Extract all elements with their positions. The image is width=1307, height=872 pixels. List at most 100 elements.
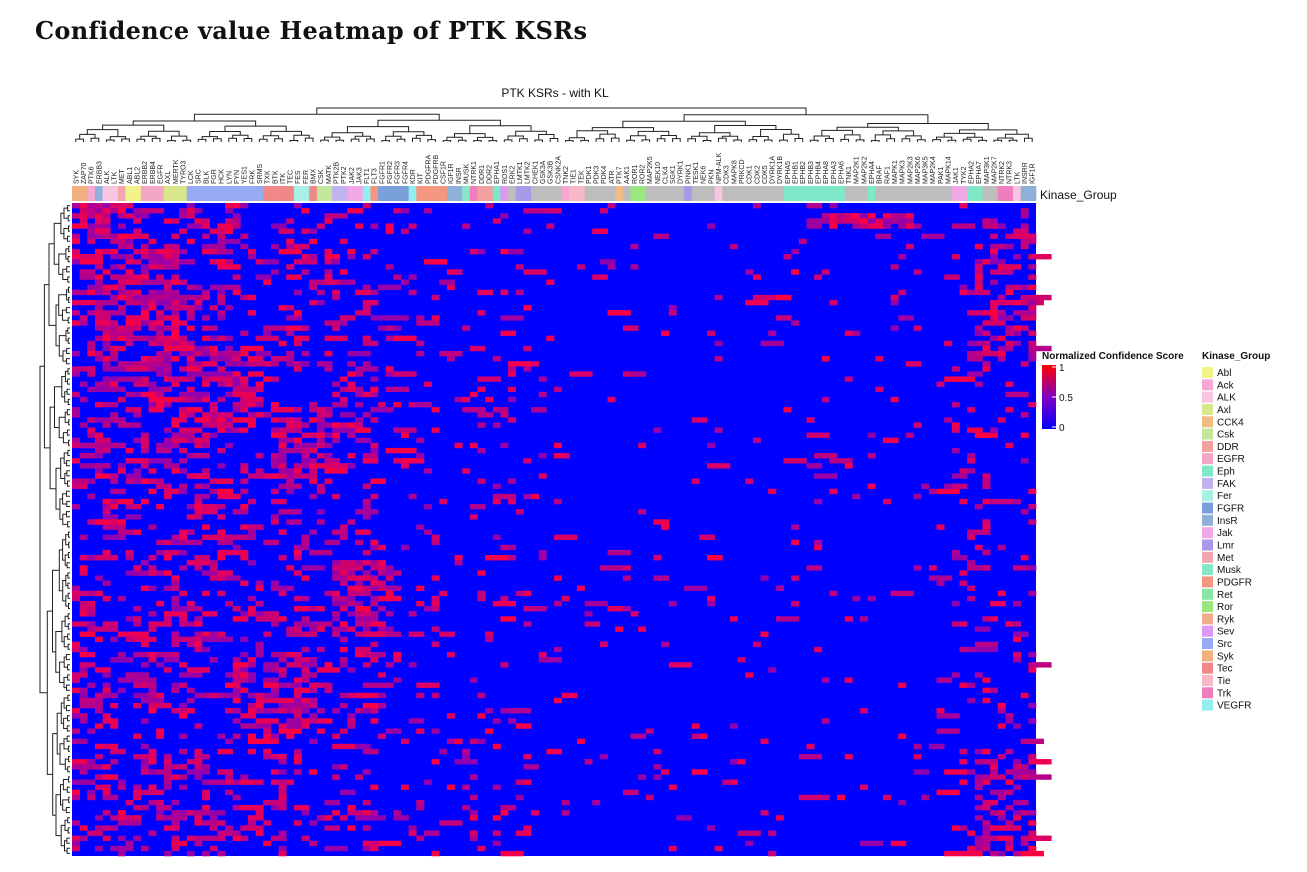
dendrogram-branch <box>66 358 70 365</box>
heatmap-cell <box>179 672 203 678</box>
heatmap-cell <box>270 488 279 495</box>
annotation-cell <box>844 186 853 201</box>
annotation-cell <box>102 186 111 201</box>
heatmap-cell <box>125 549 134 556</box>
heatmap-cell <box>209 488 218 495</box>
heatmap-cell <box>370 784 379 790</box>
heatmap-cell <box>860 218 868 224</box>
heatmap-cell <box>125 335 134 342</box>
dendrogram-branch <box>469 125 532 134</box>
heatmap-cell <box>148 570 157 576</box>
heatmap-cell <box>186 391 211 398</box>
heatmap-cell <box>974 264 983 270</box>
heatmap-cell <box>339 595 348 602</box>
heatmap-cell <box>94 708 103 714</box>
heatmap-cell <box>355 386 364 393</box>
heatmap-cell <box>974 779 983 785</box>
heatmap-cell <box>967 340 976 347</box>
heatmap-cell <box>202 810 211 816</box>
heatmap-cell <box>133 412 142 418</box>
heatmap-cell <box>1013 498 1021 505</box>
heatmap-cell <box>852 330 861 336</box>
heatmap-cell <box>607 203 616 209</box>
heatmap-cell <box>140 299 149 306</box>
heatmap-cell <box>332 325 341 331</box>
column-label: EPHA1 <box>494 161 501 184</box>
heatmap-cell <box>94 417 119 423</box>
heatmap-cell <box>485 396 494 403</box>
column-label: SRC <box>196 169 203 184</box>
heatmap-cell <box>293 713 302 719</box>
heatmap-cell <box>179 345 188 352</box>
heatmap-cell <box>240 350 249 357</box>
heatmap-cell <box>699 534 715 540</box>
dendrogram-branch <box>905 135 922 140</box>
dendrogram-branch <box>65 307 70 314</box>
heatmap-cell <box>293 407 302 413</box>
heatmap-cell <box>255 651 264 658</box>
heatmap-cell <box>974 356 983 362</box>
heatmap-cell <box>79 208 88 214</box>
heatmap-cell <box>278 672 287 678</box>
annotation-cell <box>561 186 570 201</box>
heatmap-cell <box>385 325 394 331</box>
dendrogram-branch <box>65 574 68 587</box>
heatmap-cell <box>87 621 96 627</box>
heatmap-cell <box>990 850 999 857</box>
heatmap-cell <box>102 213 111 219</box>
heatmap-cell <box>385 447 409 454</box>
heatmap-cell <box>355 560 364 566</box>
heatmap-cell <box>202 631 211 637</box>
heatmap-cell <box>102 330 111 336</box>
heatmap-cell <box>171 264 180 270</box>
heatmap-cell <box>967 427 983 433</box>
heatmap-cell <box>446 356 455 362</box>
column-label: FGFR1 <box>379 161 386 184</box>
heatmap-cell <box>990 774 1006 780</box>
heatmap-cell <box>270 804 279 811</box>
dendrogram-branch <box>488 140 498 142</box>
heatmap-cell <box>355 774 364 780</box>
heatmap-cell <box>94 401 103 408</box>
heatmap-cell <box>936 580 945 586</box>
heatmap-cell <box>370 442 379 449</box>
heatmap-cell <box>240 427 249 433</box>
heatmap-cell <box>148 248 157 255</box>
heatmap-cell <box>775 616 800 622</box>
column-label: EPHB4 <box>815 161 822 184</box>
heatmap-cell <box>1013 657 1021 663</box>
heatmap-cell <box>194 636 203 643</box>
heatmap-cell <box>1028 294 1052 301</box>
heatmap-cell <box>362 203 371 209</box>
dendrogram-branch <box>58 549 63 592</box>
heatmap-cell <box>752 274 761 280</box>
heatmap-cell <box>240 396 264 403</box>
dendrogram-branch <box>68 245 70 252</box>
heatmap-cell <box>102 223 111 229</box>
heatmap-cell <box>217 223 233 229</box>
heatmap-cell <box>171 254 180 260</box>
heatmap-cell <box>431 534 440 540</box>
heatmap-cell <box>309 254 318 260</box>
heatmap-cell <box>400 784 409 790</box>
heatmap-cell <box>370 580 379 586</box>
heatmap-cell <box>263 728 272 734</box>
dendrogram-branch <box>959 129 1018 135</box>
heatmap-cell <box>814 498 823 505</box>
heatmap-cell <box>186 708 195 714</box>
heatmap-cell <box>400 458 425 464</box>
dendrogram-branch <box>62 309 69 321</box>
heatmap-cell <box>140 274 149 280</box>
heatmap-cell <box>882 437 899 444</box>
heatmap-cell <box>546 335 555 342</box>
heatmap-cell <box>179 483 188 489</box>
heatmap-cell <box>171 248 180 255</box>
heatmap-cell <box>202 646 211 653</box>
dendrogram-branch <box>109 136 127 140</box>
heatmap-cell <box>622 606 631 612</box>
heatmap-cell <box>967 697 976 704</box>
heatmap-cell <box>408 447 417 454</box>
dendrogram-branch <box>67 276 70 283</box>
heatmap-cell <box>133 289 142 296</box>
heatmap-cell <box>156 815 165 821</box>
